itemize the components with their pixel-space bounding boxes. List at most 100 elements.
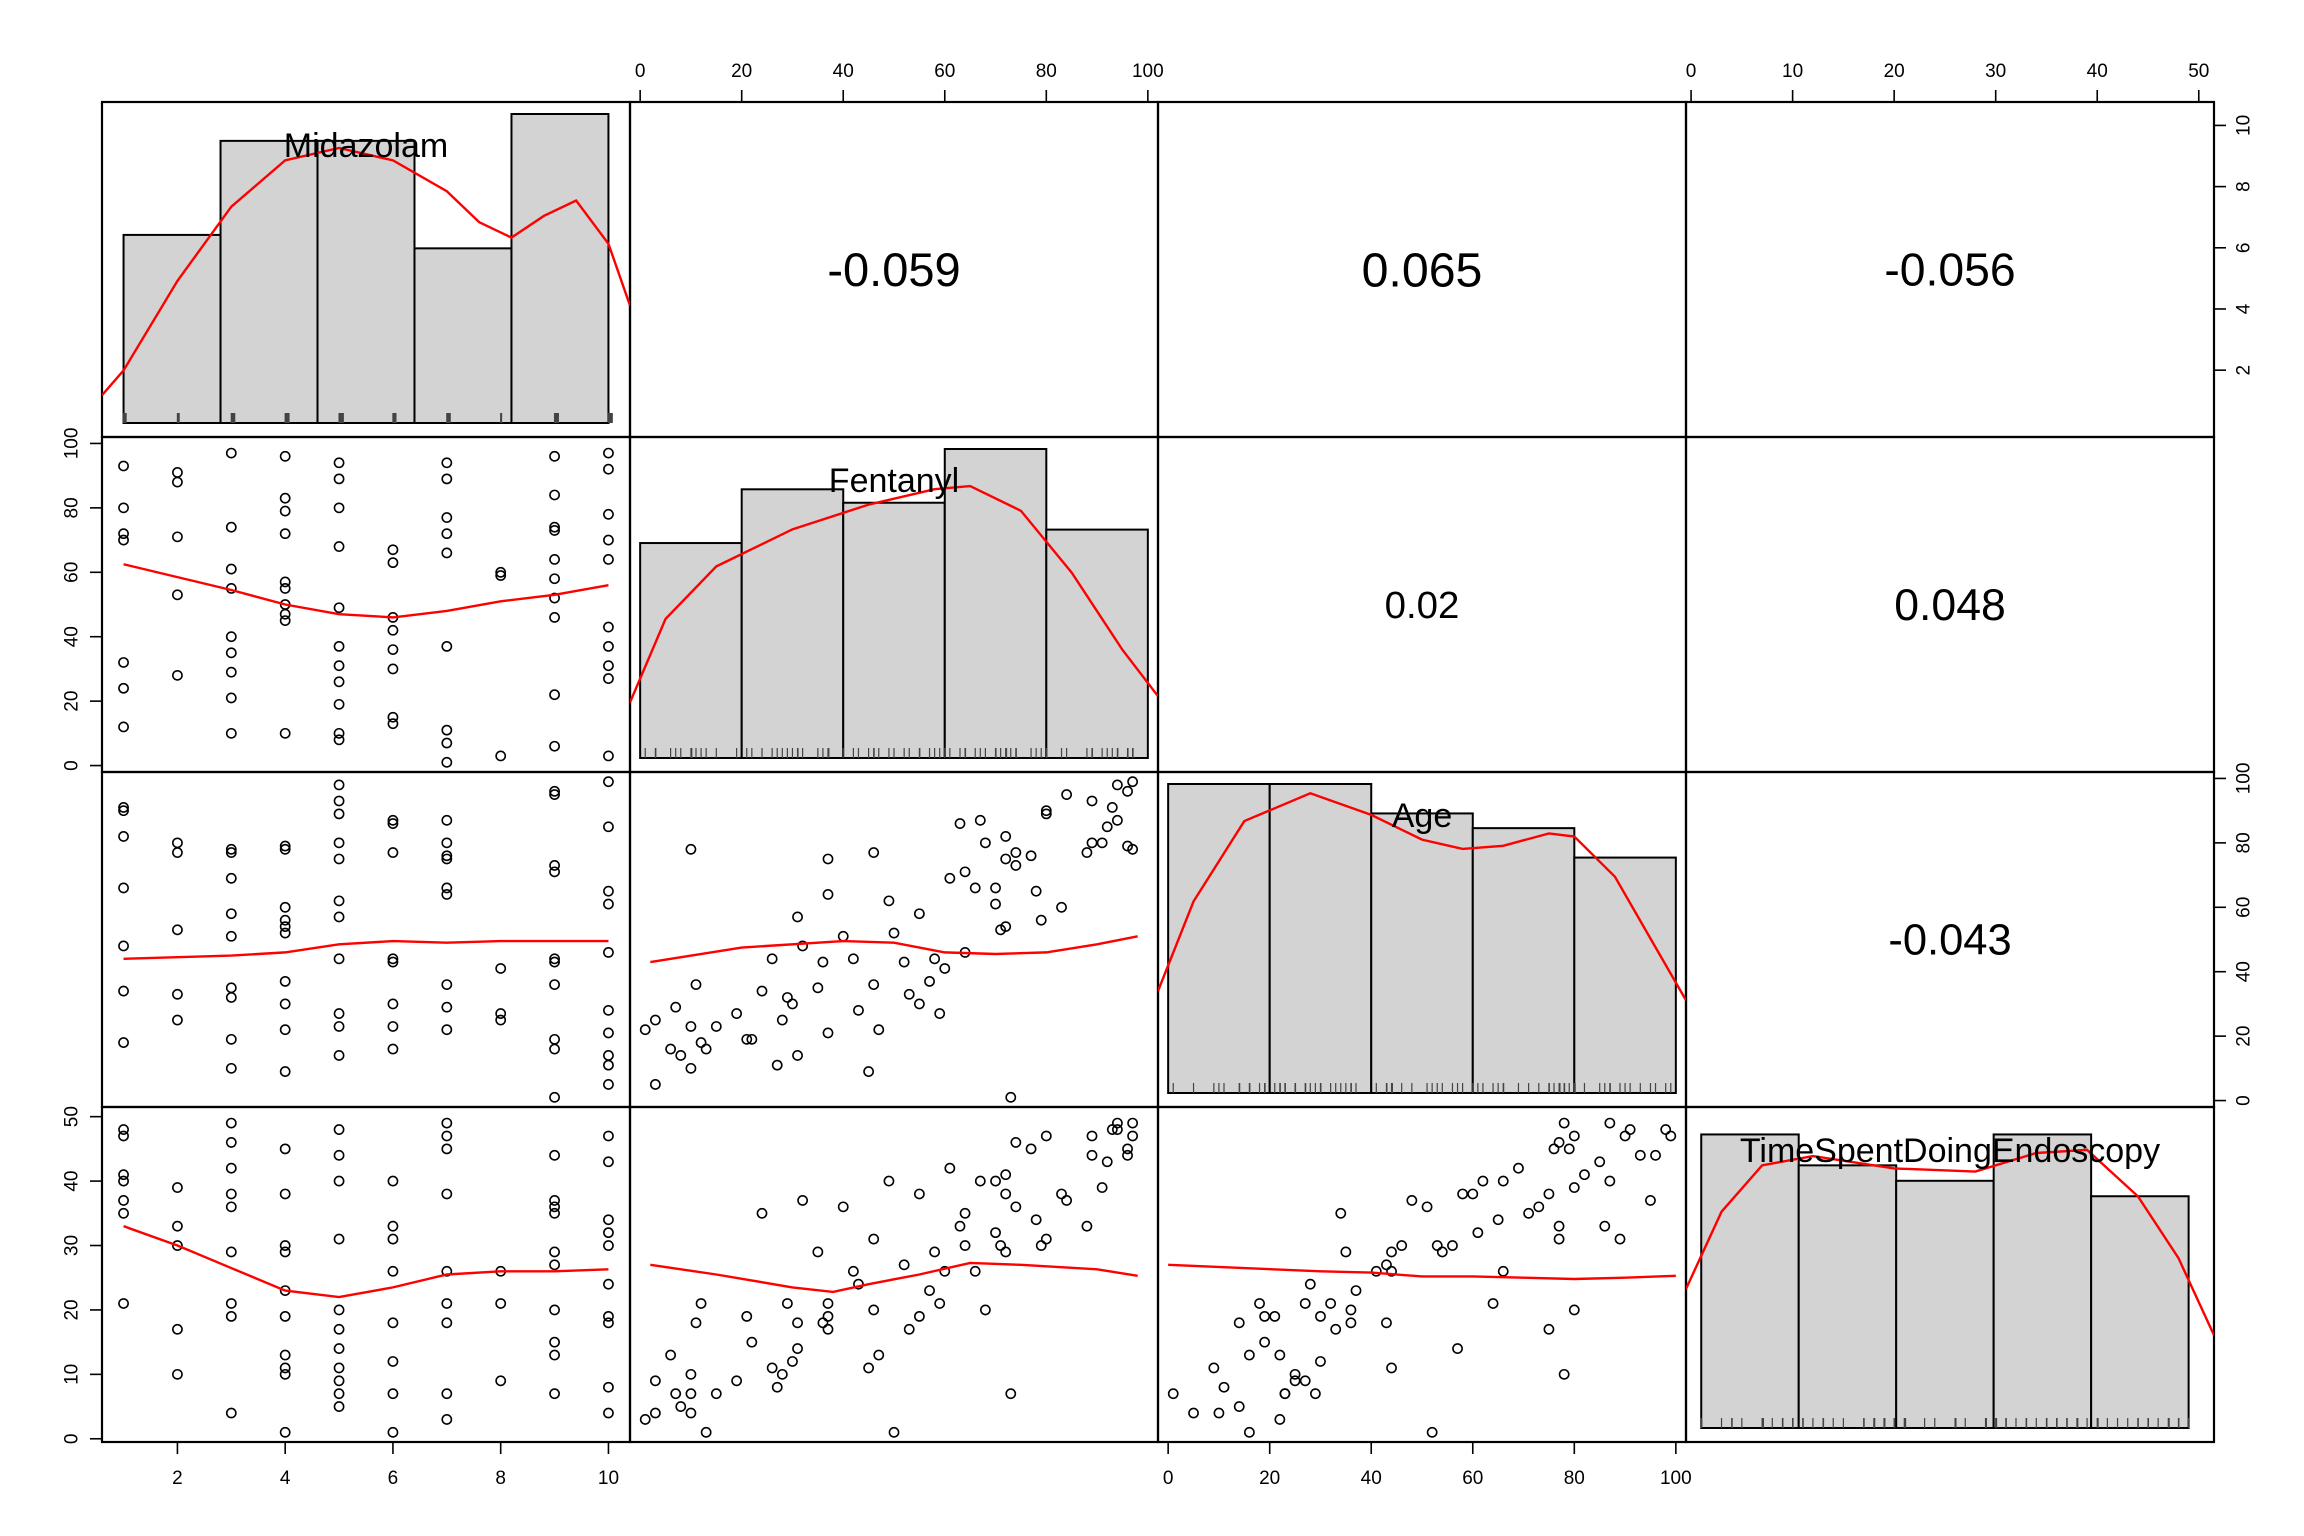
- data-point: [603, 1407, 614, 1419]
- data-point: [1000, 1246, 1012, 1258]
- data-point: [118, 1175, 129, 1187]
- data-point: [792, 1343, 803, 1354]
- data-point: [333, 1401, 345, 1412]
- data-point: [603, 1050, 614, 1061]
- data-point: [1040, 1130, 1052, 1142]
- data-point: [1568, 1130, 1580, 1142]
- data-point: [549, 956, 560, 968]
- data-point: [333, 660, 345, 672]
- tick-label: 8: [495, 1468, 506, 1489]
- tick-label: 10: [598, 1468, 619, 1489]
- data-point: [441, 737, 453, 749]
- tick-label: 4: [2234, 303, 2255, 314]
- data-point: [441, 512, 453, 523]
- data-point: [913, 908, 925, 920]
- histogram-bar: [1471, 827, 1576, 1095]
- data-point: [549, 979, 560, 990]
- data-point: [603, 1130, 614, 1142]
- data-point: [495, 1375, 507, 1387]
- data-point: [549, 1304, 560, 1316]
- data-point: [279, 1310, 291, 1322]
- tick-label: 40: [62, 1171, 83, 1192]
- data-point: [118, 460, 129, 472]
- data-point: [225, 666, 237, 678]
- data-point: [1259, 1310, 1271, 1322]
- data-point: [333, 779, 345, 791]
- data-point: [741, 1033, 753, 1045]
- data-point: [333, 734, 345, 746]
- data-point: [225, 1137, 237, 1148]
- data-point: [837, 1201, 849, 1213]
- data-point: [172, 1182, 183, 1193]
- data-point: [333, 795, 345, 807]
- data-point: [685, 1368, 697, 1380]
- data-point: [549, 740, 560, 752]
- data-point: [1040, 1233, 1052, 1245]
- data-point: [979, 1304, 991, 1316]
- data-point: [118, 882, 129, 894]
- data-point: [787, 998, 798, 1010]
- scatter-age-vs-fentanyl: [639, 776, 1139, 1103]
- data-point: [670, 1001, 682, 1013]
- histogram-bar: [943, 448, 1048, 759]
- data-point: [495, 963, 507, 974]
- data-point: [695, 1037, 707, 1048]
- data-point: [1309, 1388, 1321, 1400]
- data-point: [387, 956, 399, 968]
- data-point: [883, 895, 895, 907]
- data-point: [1386, 1246, 1397, 1258]
- data-point: [1040, 808, 1052, 820]
- data-point: [863, 1066, 875, 1077]
- data-point: [781, 992, 793, 1003]
- data-point: [1563, 1143, 1575, 1155]
- histogram-bar: [413, 247, 513, 424]
- data-point: [1624, 1124, 1636, 1135]
- data-point: [172, 1220, 183, 1232]
- data-point: [1477, 1175, 1489, 1187]
- loess-line: [650, 935, 1138, 964]
- tick-label: 10: [1782, 61, 1803, 82]
- data-point: [1010, 1201, 1022, 1213]
- data-point: [731, 1008, 743, 1019]
- data-point: [225, 1062, 237, 1074]
- tick-label: 0: [1163, 1468, 1174, 1489]
- data-point: [1289, 1375, 1301, 1387]
- data-point: [700, 1043, 712, 1055]
- tick-label: 20: [62, 691, 83, 712]
- data-point: [1289, 1368, 1301, 1380]
- data-point: [387, 1265, 399, 1277]
- data-point: [1122, 840, 1133, 852]
- data-point: [441, 1388, 453, 1400]
- data-point: [279, 1143, 291, 1155]
- data-point: [1081, 847, 1093, 858]
- data-point: [1558, 1117, 1570, 1129]
- data-point: [118, 721, 129, 733]
- tick-label: 2: [172, 1468, 183, 1489]
- data-point: [603, 447, 614, 459]
- data-point: [822, 1027, 834, 1039]
- data-point: [766, 1362, 778, 1374]
- tick-label: 100: [1660, 1468, 1692, 1489]
- data-point: [1487, 1298, 1499, 1309]
- data-point: [1010, 847, 1022, 858]
- data-point: [603, 1059, 614, 1071]
- x-axis-top-fentanyl: 0 20 40 60 80 100: [635, 61, 1164, 103]
- data-point: [1025, 1143, 1037, 1155]
- data-point: [1614, 1233, 1626, 1245]
- data-point: [959, 1240, 971, 1251]
- tick-label: 4: [280, 1468, 291, 1489]
- content-layer: Midazolam Fentanyl Age TimeSpentDoingEndosc…: [102, 113, 2214, 1438]
- data-point: [1533, 1201, 1545, 1213]
- data-point: [817, 1317, 829, 1329]
- data-point: [1426, 1426, 1438, 1438]
- data-point: [549, 1336, 560, 1348]
- loess-line: [123, 939, 609, 961]
- data-point: [118, 831, 129, 842]
- data-point: [441, 528, 453, 540]
- data-point: [549, 689, 560, 701]
- data-point: [603, 621, 614, 633]
- data-point: [333, 473, 345, 485]
- data-point: [1086, 1130, 1098, 1142]
- data-point: [1000, 831, 1012, 842]
- data-point: [1370, 1265, 1382, 1277]
